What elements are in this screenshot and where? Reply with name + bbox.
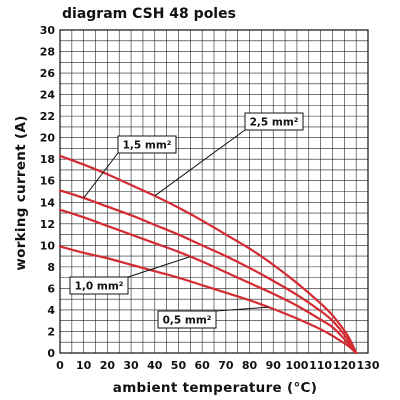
y-tick-label: 12: [40, 218, 55, 231]
callout-box: [117, 135, 177, 154]
series-line-15-mm2: [58, 189, 358, 355]
y-tick-label: 18: [40, 153, 55, 166]
y-tick-label: 2: [47, 325, 55, 338]
grid: [59, 29, 369, 354]
x-tick-labels: 0 10 20 30 40 50 60 70 80 90 100 110 120 130: [56, 359, 380, 372]
chart-title: diagram CSH 48 poles: [62, 6, 236, 22]
y-tick-label: 6: [47, 282, 55, 295]
callout-leader-line: [83, 152, 119, 199]
y-tick-label: 26: [40, 67, 56, 80]
y-tick-label: 28: [40, 46, 55, 59]
x-tick-label: 70: [218, 359, 234, 372]
y-tick-label: 0: [47, 347, 55, 360]
x-tick-label: 90: [266, 359, 282, 372]
y-tick-label: 4: [47, 304, 55, 317]
x-tick-label: 60: [194, 359, 210, 372]
x-tick-label: 100: [285, 359, 308, 372]
y-axis-label: working current (A): [13, 115, 29, 270]
y-tick-label: 14: [40, 196, 56, 209]
x-tick-label: 130: [357, 359, 380, 372]
callouts: 2,5 mm² 1,5 mm² 1,0 mm² 0,5 mm²: [69, 112, 304, 329]
x-tick-label: 10: [76, 359, 92, 372]
y-tick-label: 22: [40, 110, 55, 123]
callout-leader-line: [127, 256, 191, 278]
callout-box: [157, 310, 217, 329]
series-line-10-mm2: [58, 208, 358, 355]
x-tick-label: 40: [147, 359, 163, 372]
x-tick-label: 110: [309, 359, 332, 372]
y-tick-label: 20: [40, 132, 56, 145]
y-tick-label: 24: [40, 89, 56, 102]
x-tick-label: 30: [123, 359, 139, 372]
series-line-25-mm2: [58, 154, 358, 355]
callout-label: 2,5 mm²: [250, 117, 299, 129]
callout-label: 1,0 mm²: [75, 281, 124, 293]
callout-leader-line: [154, 129, 246, 197]
callout-label: 0,5 mm²: [163, 315, 212, 327]
callout-label: 1,5 mm²: [123, 140, 172, 152]
x-tick-label: 50: [171, 359, 187, 372]
y-tick-label: 30: [40, 24, 56, 37]
x-tick-label: 80: [242, 359, 258, 372]
callout-leader-line: [215, 306, 269, 312]
series-line-05-mm2: [58, 245, 358, 355]
callout-box: [69, 276, 129, 295]
x-tick-label: 20: [100, 359, 116, 372]
y-tick-label: 10: [40, 239, 56, 252]
y-tick-label: 8: [47, 261, 55, 274]
x-axis-label: ambient temperature (°C): [113, 380, 317, 396]
callout-box: [244, 112, 304, 131]
series-lines: [58, 154, 358, 355]
x-tick-label: 120: [333, 359, 356, 372]
y-tick-label: 16: [40, 175, 56, 188]
x-tick-label: 0: [56, 359, 64, 372]
